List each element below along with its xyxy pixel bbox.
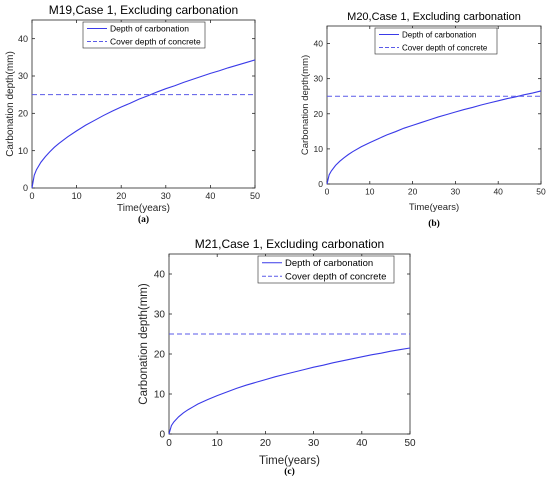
- x-tick-label: 50: [250, 191, 260, 201]
- x-tick-label: 40: [205, 191, 215, 201]
- x-tick-label: 10: [212, 438, 224, 449]
- x-tick-label: 50: [536, 187, 546, 197]
- x-tick-label: 0: [325, 187, 330, 197]
- x-axis-label-c: Time(years): [259, 455, 320, 467]
- series-line-depth-of-carbonation: [31, 59, 256, 189]
- y-tick-label: 40: [154, 270, 166, 281]
- x-tick-label: 30: [308, 438, 320, 449]
- y-tick-label: 30: [154, 310, 166, 321]
- legend-entry-label: Depth of carbonation: [285, 258, 373, 269]
- chart-title-b: M20,Case 1, Excluding carbonation: [347, 11, 521, 23]
- panel-caption-a: (a): [138, 214, 149, 225]
- x-tick-label: 10: [365, 187, 375, 197]
- x-tick-label: 20: [260, 438, 272, 449]
- x-axis-label-b: Time(years): [409, 202, 459, 213]
- legend-entry-label: Cover depth of concrete: [285, 272, 386, 283]
- y-tick-label: 40: [18, 34, 28, 44]
- panel-caption-b: (b): [428, 218, 440, 229]
- series-line-depth-of-carbonation: [326, 90, 542, 185]
- x-tick-label: 0: [29, 191, 34, 201]
- y-axis-label-c: Carbonation depth(mm): [138, 283, 150, 405]
- x-axis-label-a: Time(years): [117, 203, 170, 214]
- y-tick-label: 40: [314, 39, 324, 49]
- y-tick-label: 0: [23, 183, 28, 193]
- x-tick-label: 40: [493, 187, 503, 197]
- y-tick-label: 20: [154, 350, 166, 361]
- x-tick-label: 50: [404, 438, 416, 449]
- y-tick-label: 0: [159, 430, 165, 441]
- panel-caption-c: (c): [284, 466, 295, 477]
- series-line-depth-of-carbonation: [168, 347, 411, 435]
- legend-box-b: [374, 27, 498, 55]
- y-tick-label: 30: [314, 74, 324, 84]
- legend-box-a: [82, 21, 206, 49]
- legend-entry-label: Depth of carbonation: [402, 30, 476, 39]
- x-tick-label: 40: [356, 438, 368, 449]
- x-tick-label: 20: [116, 191, 126, 201]
- chart-title-a: M19,Case 1, Excluding carbonation: [49, 3, 238, 17]
- y-tick-label: 10: [154, 390, 166, 401]
- plot-frame-c: [168, 253, 411, 435]
- legend-entry-label: Cover depth of concrete: [110, 36, 201, 46]
- x-tick-label: 20: [408, 187, 418, 197]
- chart-title-c: M21,Case 1, Excluding carbonation: [195, 237, 384, 251]
- y-tick-label: 0: [318, 179, 323, 189]
- legend-entry-label: Depth of carbonation: [110, 23, 189, 33]
- legend-box-c: [257, 255, 395, 284]
- y-tick-label: 20: [18, 108, 28, 118]
- x-tick-label: 30: [451, 187, 461, 197]
- y-tick-label: 20: [314, 109, 324, 119]
- y-tick-label: 10: [314, 144, 324, 154]
- y-axis-label-a: Carbonation depth(mm): [5, 51, 16, 157]
- y-tick-label: 10: [18, 146, 28, 156]
- legend-entry-label: Cover depth of concrete: [402, 43, 488, 52]
- x-tick-label: 30: [161, 191, 171, 201]
- x-tick-label: 0: [166, 438, 172, 449]
- y-axis-label-b: Carbonation depth(mm): [300, 55, 311, 155]
- x-tick-label: 10: [72, 191, 82, 201]
- y-tick-label: 30: [18, 71, 28, 81]
